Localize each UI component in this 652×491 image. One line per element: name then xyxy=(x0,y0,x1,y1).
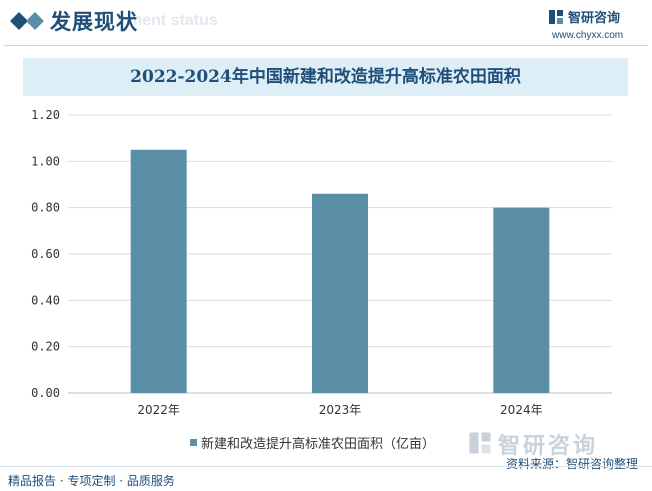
bar xyxy=(493,208,549,393)
footer-tagline: 精品报告 · 专项定制 · 品质服务 xyxy=(8,472,175,489)
source-note: 资料来源：智研咨询整理 xyxy=(506,455,638,472)
x-tick-label: 2022年 xyxy=(137,403,180,417)
bar xyxy=(312,194,368,393)
y-tick-label: 0.20 xyxy=(31,340,60,354)
bar xyxy=(131,150,187,393)
y-tick-label: 0.40 xyxy=(31,293,60,307)
footer-bar: 精品报告 · 专项定制 · 品质服务 xyxy=(0,472,652,491)
legend-swatch xyxy=(190,439,197,446)
x-tick-label: 2023年 xyxy=(319,403,362,417)
x-tick-label: 2024年 xyxy=(500,403,543,417)
y-tick-label: 0.80 xyxy=(31,201,60,215)
y-tick-label: 1.00 xyxy=(31,154,60,168)
y-tick-label: 1.20 xyxy=(31,108,60,122)
y-tick-label: 0.60 xyxy=(31,247,60,261)
chart-legend: 新建和改造提升高标准农田面积（亿亩） xyxy=(190,432,435,448)
legend-label: 新建和改造提升高标准农田面积（亿亩） xyxy=(201,437,435,452)
brand-watermark-icon xyxy=(468,431,492,455)
y-tick-label: 0.00 xyxy=(31,386,60,400)
brand-watermark: 智研咨询 xyxy=(468,428,638,458)
footer-divider xyxy=(0,466,652,467)
